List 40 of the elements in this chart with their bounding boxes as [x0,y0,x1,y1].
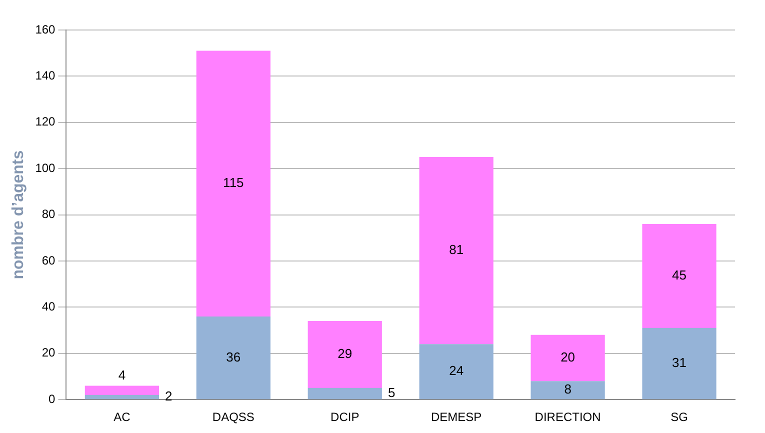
x-tick-label: DCIP [330,410,360,424]
bar [419,344,494,400]
x-tick-label: SG [670,410,688,424]
bar [308,388,382,400]
x-tick-label: DAQSS [212,410,254,424]
bar [642,224,716,328]
data-label: 29 [338,346,352,362]
data-label: 31 [672,355,687,370]
y-tick-label: 60 [42,253,56,268]
data-label: 81 [449,242,464,258]
bar [308,321,382,388]
bar [84,394,160,400]
y-tick-label: 80 [42,207,56,222]
x-tick-label: AC [114,410,131,424]
data-label: 45 [672,268,687,283]
y-tick-label: 160 [35,22,56,36]
bar [530,381,605,400]
y-tick-label: 140 [35,68,56,83]
data-label: 8 [564,382,572,397]
data-label: 115 [223,175,244,190]
data-label: 2 [165,388,172,404]
y-tick-label: 0 [48,392,56,406]
y-axis-title: nombre d’agents [10,150,28,280]
bar [642,328,716,400]
y-tick-label: 40 [42,300,56,314]
data-label: 5 [388,385,396,400]
y-tick-label: 100 [35,160,56,175]
x-tick-label: DIRECTION [534,410,601,424]
bar [419,157,494,344]
y-tick-label: 20 [42,346,56,360]
y-tick-label: 120 [35,114,56,129]
data-label: 20 [560,350,576,365]
data-label: 36 [226,349,241,364]
x-tick-label: DEMESP [431,410,482,424]
bar [530,334,605,382]
bar [196,50,270,316]
data-label: 4 [118,367,126,382]
bar [196,316,270,400]
data-label: 24 [449,363,464,378]
bar [84,386,160,395]
